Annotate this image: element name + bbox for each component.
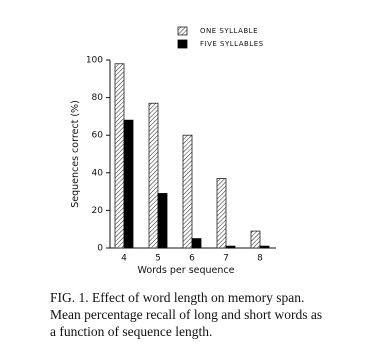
- caption: FIG. 1. Effect of word length on memory …: [50, 289, 370, 340]
- x-tick-label: 6: [189, 254, 195, 264]
- x-tick-label: 7: [223, 254, 229, 264]
- bar: [123, 119, 134, 249]
- bar: [225, 245, 236, 249]
- legend-swatch: [177, 26, 188, 36]
- bar: [114, 63, 125, 249]
- bar: [250, 230, 261, 249]
- x-tick-label: 5: [155, 254, 161, 264]
- caption-line: a function of sequence length.: [50, 324, 213, 339]
- bar: [216, 178, 227, 249]
- legend-label: FIVE SYLLABLES: [200, 40, 264, 48]
- caption-line: FIG. 1. Effect of word length on memory …: [50, 290, 305, 305]
- y-tick-label: 60: [92, 131, 104, 141]
- legend-swatch: [177, 39, 188, 49]
- bar: [157, 193, 168, 249]
- x-axis-title: Words per sequence: [138, 265, 235, 276]
- bar: [182, 134, 193, 249]
- y-tick-label: 20: [92, 206, 104, 216]
- y-axis-title: Sequences correct (%): [70, 100, 81, 208]
- y-tick-label: 80: [92, 93, 104, 103]
- bar: [148, 102, 159, 249]
- legend-label: ONE SYLLABLE: [200, 27, 258, 35]
- x-tick-label: 4: [121, 254, 127, 264]
- y-tick-label: 40: [92, 168, 104, 178]
- x-tick-label: 8: [257, 254, 263, 264]
- chart: Words per sequence Sequences correct (%)…: [70, 26, 276, 276]
- y-tick-label: 0: [97, 244, 103, 254]
- caption-line: Mean percentage recall of long and short…: [50, 307, 323, 322]
- y-tick-label: 100: [86, 56, 103, 66]
- bar: [191, 238, 202, 249]
- bar: [259, 245, 270, 249]
